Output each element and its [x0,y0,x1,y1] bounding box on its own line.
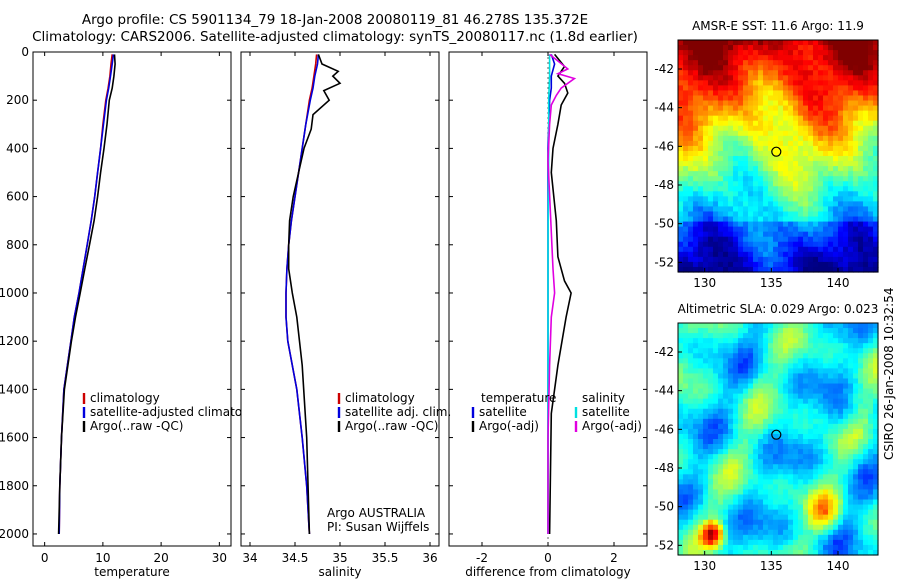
chart-title-line1: Argo profile: CS 5901134_79 18-Jan-2008 … [81,12,589,28]
legend-entry-3-label: Argo(..raw -QC) [90,419,183,433]
series-line-4 [547,53,577,534]
plot-frame [32,51,232,547]
sst-map-panel: AMSR-E SST: 11.6 Argo: 11.9 130 135 140 -42 -… [654,19,879,290]
legend-entry-1-label: climatology [345,391,415,405]
legend-entry-2-label: satellite adj. clim. [345,405,451,419]
map-frame [677,39,879,273]
y-tick-label: 800 [6,238,29,252]
map-raster [678,323,879,556]
legend-heading-salinity: salinity [582,391,625,405]
map-y-tick-label: -44 [654,101,674,115]
y-tick-label: 1000 [0,286,29,300]
x-tick-label: 10 [95,551,110,565]
map-x-tick-label: 140 [827,559,850,573]
map-y-tick-label: -50 [654,217,674,231]
map-x-tick-label: 140 [827,276,850,290]
map-y-tick-label: -42 [654,345,674,359]
y-tick-label: 1600 [0,431,29,445]
x-axis-label: temperature [94,565,169,579]
argo-position-marker [771,146,782,157]
legend-difference-panel: temperaturesatelliteArgo(-adj)salinitysa… [471,391,642,433]
map-x-tick-label: 130 [693,276,716,290]
map-y-tick-label: -52 [654,538,674,552]
map-y-tick-label: -48 [654,178,674,192]
map-y-tick-label: -46 [654,139,674,153]
x-axis-label: salinity [318,565,361,579]
map-y-tick-label: -52 [654,255,674,269]
map-frame [677,322,879,556]
series-line-2 [285,54,320,535]
profile-panel-2: 34 34.5 35 35.5 36 salinity [240,51,440,579]
y-tick-label: 2000 [0,527,29,541]
annotation-line-1: Argo AUSTRALIA [327,506,426,520]
x-tick-label: 35.5 [372,551,399,565]
legend-entry-temp-argo-label: Argo(-adj) [479,419,539,433]
y-tick-label: 1400 [0,382,29,396]
legend-entry-temp-satellite-label: satellite [479,405,527,419]
x-tick-label: 35 [332,551,347,565]
profile-panel-1: 0 10 20 30 temperature 0 200 400 600 800 1000 1200 1… [0,45,232,579]
x-tick-label: 0 [544,551,552,565]
legend-entry-3-label: Argo(..raw -QC) [345,419,438,433]
x-tick-label: 34.5 [282,551,309,565]
x-tick-label: 20 [153,551,168,565]
series-line-3 [57,54,116,535]
series-line-2 [548,53,572,535]
annotation-line-2: PI: Susan Wijffels [327,520,429,534]
sla-map-panel: Altimetric SLA: 0.029 Argo: 0.023 130 135 1… [654,302,879,573]
x-tick-label: -2 [476,551,488,565]
x-tick-label: 0 [41,551,49,565]
map-title: Altimetric SLA: 0.029 Argo: 0.023 [678,302,879,316]
y-tick-label: 600 [6,190,29,204]
series-line-3 [287,54,342,535]
y-tick-label: 1800 [0,479,29,493]
chart-title-line2: Climatology: CARS2006. Satellite-adjuste… [32,29,638,45]
legend-entry-1-label: climatology [90,391,160,405]
map-y-tick-label: -44 [654,384,674,398]
map-y-tick-label: -50 [654,500,674,514]
y-tick-label: 200 [6,93,29,107]
map-y-tick-label: -48 [654,461,674,475]
map-raster [678,40,879,273]
x-tick-label: 2 [610,551,618,565]
plot-frame [240,51,440,547]
legend-entry-2-label: satellite-adjusted climatology [90,405,268,419]
argo-position-marker [771,429,782,440]
x-tick-label: 36 [422,551,437,565]
map-x-tick-label: 135 [760,559,783,573]
map-x-tick-label: 135 [760,276,783,290]
x-tick-label: 30 [212,551,227,565]
map-y-tick-label: -46 [654,422,674,436]
map-x-tick-label: 130 [693,559,716,573]
map-y-tick-label: -42 [654,62,674,76]
x-axis-label: difference from climatology [465,565,631,579]
y-tick-label: 400 [6,141,29,155]
x-tick-label: 34 [242,551,257,565]
y-tick-label: 0 [21,45,29,59]
legend-entry-sal-satellite-label: satellite [582,405,630,419]
y-tick-label: 1200 [0,334,29,348]
legend-heading-temperature: temperature [481,391,556,405]
map-title: AMSR-E SST: 11.6 Argo: 11.9 [692,19,864,33]
legend-entry-sal-argo-label: Argo(-adj) [582,419,642,433]
credit-stamp: CSIRO 26-Jan-2008 10:32:54 [882,287,896,460]
